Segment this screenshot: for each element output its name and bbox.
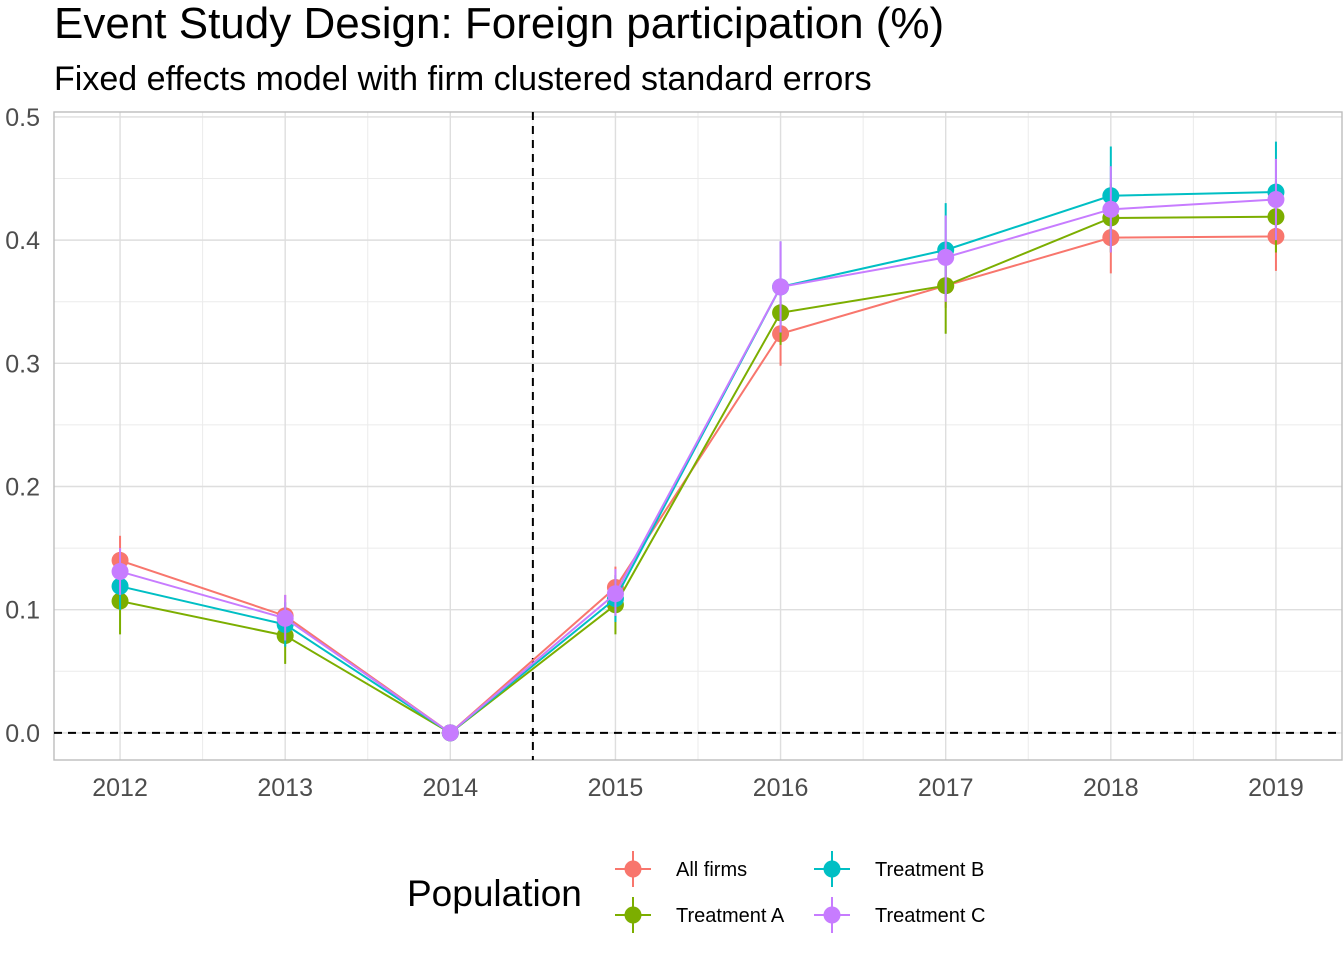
legend-key-point xyxy=(823,860,841,878)
x-tick-label: 2019 xyxy=(1248,774,1304,802)
legend-label: Treatment B xyxy=(875,859,984,881)
data-point xyxy=(276,609,294,627)
axes: 2012 2013 2014 2015 2016 2017 2018 2019 0.0 0.1 0.… xyxy=(5,104,1304,802)
chart-subtitle: Fixed effects model with firm clustered … xyxy=(54,60,872,98)
data-point xyxy=(111,563,129,581)
legend-key-point xyxy=(624,906,642,924)
x-tick-label: 2016 xyxy=(753,774,809,802)
data-point xyxy=(937,248,955,266)
series-line xyxy=(119,215,1276,735)
legend-item: Treatment A xyxy=(615,897,785,933)
data-point xyxy=(1102,200,1120,218)
data-point xyxy=(1267,190,1285,208)
series-treatment-c xyxy=(111,158,1285,742)
legend-item: All firms xyxy=(615,851,747,887)
x-tick-label: 2015 xyxy=(588,774,644,802)
y-tick-label: 0.0 xyxy=(5,720,40,748)
legend-item: Treatment C xyxy=(814,897,985,933)
x-tick-label: 2013 xyxy=(257,774,313,802)
legend-title: Population xyxy=(407,873,582,914)
legend-key-point xyxy=(823,906,841,924)
legend-label: Treatment C xyxy=(875,905,985,927)
panel-border xyxy=(53,111,1343,761)
series-line xyxy=(119,198,1277,735)
data-point xyxy=(441,724,459,742)
data-point xyxy=(606,585,624,603)
grid xyxy=(53,111,1343,761)
series-line xyxy=(119,191,1276,735)
chart-title: Event Study Design: Foreign participatio… xyxy=(54,0,944,48)
x-tick-label: 2017 xyxy=(918,774,974,802)
legend-label: All firms xyxy=(676,859,747,881)
x-tick-label: 2012 xyxy=(92,774,148,802)
series-layer xyxy=(111,141,1285,742)
legend-label: Treatment A xyxy=(676,905,785,927)
y-tick-label: 0.3 xyxy=(5,350,40,378)
y-tick-label: 0.1 xyxy=(5,597,40,625)
legend-key-point xyxy=(624,860,642,878)
y-tick-label: 0.4 xyxy=(5,227,40,255)
legend-item: Treatment B xyxy=(814,851,984,887)
x-tick-label: 2014 xyxy=(422,774,478,802)
y-tick-label: 0.5 xyxy=(5,104,40,132)
data-point xyxy=(772,278,790,296)
legend: Population All firms Treatment A Treatment… xyxy=(407,851,985,933)
y-tick-label: 0.2 xyxy=(5,474,40,502)
x-tick-label: 2018 xyxy=(1083,774,1139,802)
reference-lines xyxy=(54,112,1342,760)
